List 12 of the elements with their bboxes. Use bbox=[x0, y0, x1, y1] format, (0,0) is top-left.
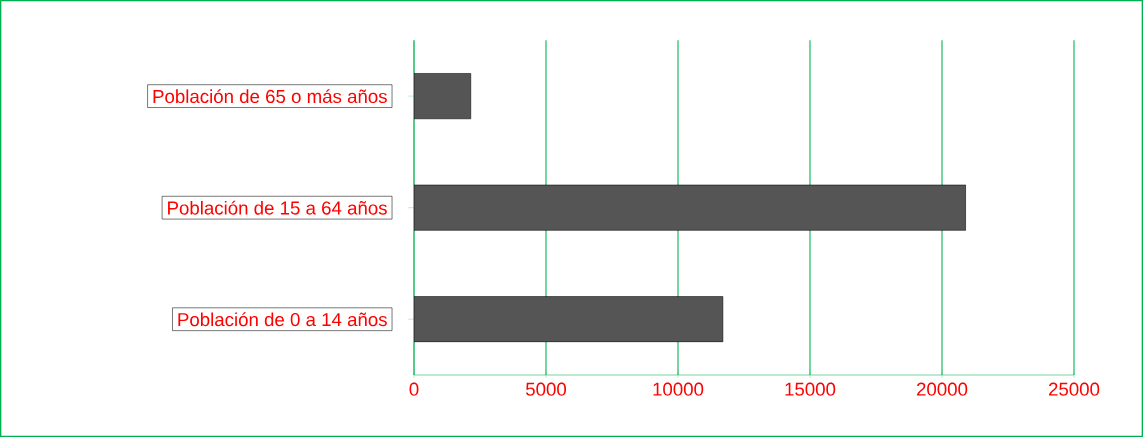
x-tick-label: 0 bbox=[409, 382, 419, 396]
y-tick-label: Población de 65 o más años bbox=[153, 89, 387, 104]
bar bbox=[414, 184, 967, 231]
y-tick-label: Población de 15 a 64 años bbox=[168, 200, 387, 215]
x-tick-label: 25000 bbox=[1048, 382, 1100, 396]
bar bbox=[414, 73, 472, 120]
x-tick-label: 20000 bbox=[916, 382, 968, 396]
x-tick-label: 10000 bbox=[653, 382, 704, 396]
x-tick-label: 15000 bbox=[785, 382, 836, 396]
x-tick-label: 5000 bbox=[525, 382, 567, 396]
bar bbox=[414, 296, 724, 343]
y-tick-label: Población de 0 a 14 años bbox=[178, 312, 387, 327]
